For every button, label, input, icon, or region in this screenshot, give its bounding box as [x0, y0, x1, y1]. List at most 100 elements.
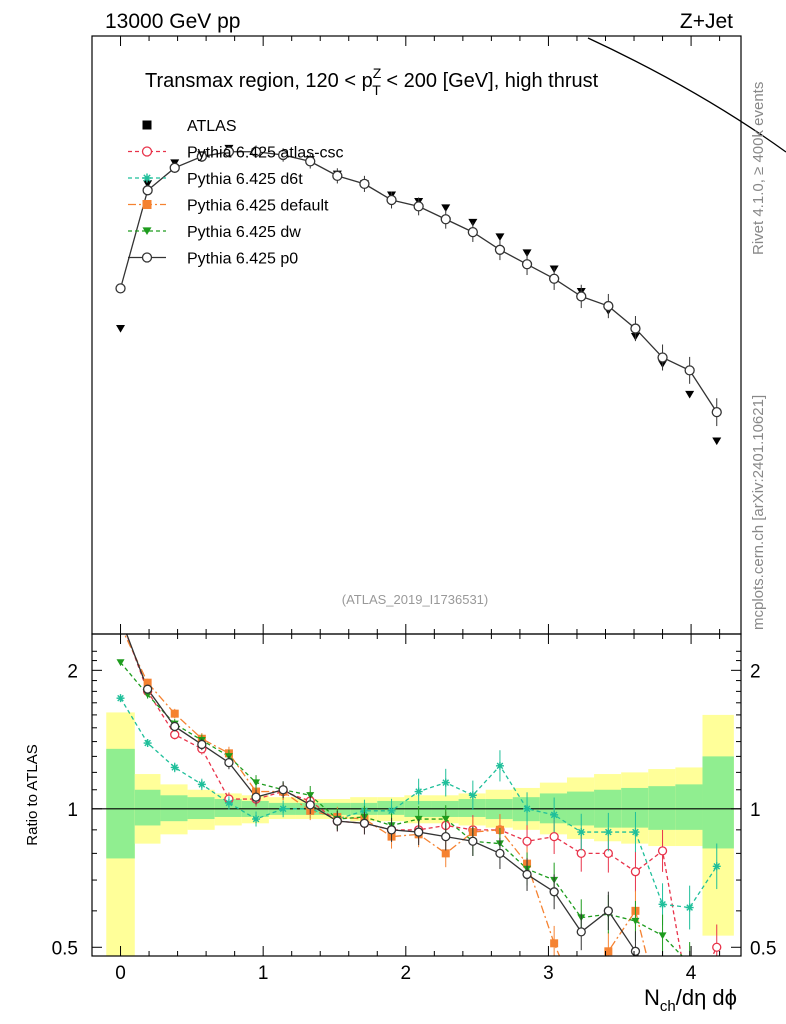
legend-marker-pythia-6-425-d6t [142, 173, 152, 183]
pythia-6-425-p0-line [119, 151, 718, 413]
pythia-6-425-atlas-csc-ratio-point [630, 867, 641, 877]
pythia-6-425-p0-ratio-point [522, 869, 532, 880]
pythia-6-425-d6t-ratio-point [577, 828, 586, 837]
pythia-6-425-d6t-ratio-point [224, 798, 233, 807]
pythia-6-425-p0-point [223, 146, 235, 157]
pythia-6-425-p0-point [630, 323, 641, 334]
pythia-6-425-dw-ratio-point [252, 779, 261, 787]
pythia-6-425-p0-ratio-point [278, 785, 288, 795]
pythia-6-425-default-ratio-point [441, 849, 450, 858]
pythia-6-425-d6t-ratio-point [252, 815, 261, 824]
legend-marker-pythia-6-425-atlas-csc [141, 146, 153, 157]
pythia-6-425-p0-ratio-point [441, 831, 451, 842]
pythia-6-425-p0-ratio-point [549, 887, 559, 897]
pythia-6-425-p0-ratio-point [332, 816, 342, 826]
pythia-6-425-p0-point [142, 185, 153, 196]
ratio-plot-ticks: 0 1 2 3 4 0.5 0.5 1 1 2 2 [52, 634, 776, 984]
x-tick-label: 3 [543, 963, 554, 984]
legend-marker-atlas [142, 120, 152, 130]
pythia-6-425-atlas-csc-ratio-point [117, 614, 125, 622]
pythia-6-425-p0-point [250, 146, 262, 157]
pythia-6-425-p0-ratio-point [197, 739, 207, 750]
pythia-6-425-d6t-ratio-point [712, 862, 721, 871]
pythia-6-425-atlas-csc-ratio-point [657, 846, 668, 856]
inner-band [214, 799, 242, 817]
inner-band [377, 800, 405, 815]
ratio-plot-panel: 0 1 2 3 4 0.5 0.5 1 1 2 2 Ratio to ATLAS Nch/dη dϕ [24, 614, 776, 1015]
pythia-6-425-d6t-ratio-point [279, 804, 288, 813]
inner-band [675, 784, 703, 830]
y-tick-label-left: 2 [67, 661, 78, 682]
pythia-6-425-p0-ratio-point [413, 827, 424, 837]
pythia-6-425-p0-ratio-point [576, 927, 586, 937]
legend-label-pythia-6-425-atlas-csc: Pythia 6.425 atlas-csc [187, 145, 344, 162]
y-tick-label-right: 1 [750, 800, 761, 821]
pythia-6-425-p0-point [576, 291, 587, 302]
pythia-6-425-d6t-ratio-point [495, 761, 504, 770]
legend-marker-pythia-6-425-p0 [141, 252, 153, 263]
main-plot-curves [119, 151, 718, 413]
pythia-6-425-atlas-csc-ratio-point [576, 848, 586, 859]
process-label: Z+Jet [680, 10, 733, 33]
pythia-6-425-d6t-ratio-point [143, 739, 152, 748]
pythia-6-425-p0-point [440, 214, 451, 225]
inner-band [187, 797, 215, 820]
y-tick-label-left: 1 [67, 800, 78, 821]
mcplots-label: mcplots.cern.ch [arXiv:2401.10621] [750, 394, 767, 630]
pythia-6-425-p0-ratio-point [630, 946, 641, 956]
pythia-6-425-dw-ratio-point [631, 917, 640, 925]
atlas-point [712, 437, 722, 446]
pythia-6-425-dw-ratio-point [658, 932, 667, 940]
pythia-6-425-p0-point [494, 244, 506, 255]
pythia-6-425-p0-point [548, 273, 560, 284]
pythia-6-425-d6t-ratio-point [631, 828, 640, 837]
y-tick-label-right: 2 [750, 661, 761, 682]
legend-marker-pythia-6-425-default [142, 200, 152, 209]
pythia-6-425-default-ratio-point [170, 709, 179, 718]
pythia-6-425-p0-ratio-point [170, 721, 180, 732]
legend-label-atlas: ATLAS [187, 118, 237, 135]
pythia-6-425-default-ratio-point [577, 1003, 585, 1011]
pythia-6-425-p0-point [196, 151, 207, 162]
atlas-point [441, 204, 451, 213]
legend-label-pythia-6-425-default: Pythia 6.425 default [187, 198, 329, 215]
pythia-6-425-d6t-ratio-point [414, 787, 423, 796]
plot-title: Transmax region, 120 < pZ T < 200 [GeV], … [145, 65, 599, 98]
legend: ATLAS Pythia 6.425 atlas-csc Pythia 6.425 … [128, 118, 344, 268]
pythia-6-425-default-ratio-line [123, 634, 648, 956]
pythia-6-425-d6t-ratio-point [523, 804, 532, 813]
pythia-6-425-p0-point [386, 194, 397, 206]
pythia-6-425-p0-point [684, 365, 695, 376]
pythia-6-425-p0-point [332, 170, 343, 182]
x-tick-label: 1 [258, 963, 269, 984]
y-tick-label-right: 0.5 [750, 938, 776, 959]
inner-band [621, 787, 649, 828]
atlas-point [522, 249, 532, 258]
pythia-6-425-p0-point [169, 162, 180, 173]
pythia-6-425-p0-ratio-point [468, 836, 478, 846]
inner-band [106, 748, 135, 859]
pythia-6-425-p0-point [711, 407, 722, 418]
pythia-6-425-p0-ratio-point [603, 906, 613, 916]
pythia-6-425-p0-point [657, 352, 668, 363]
pythia-6-425-default-ratio-point [550, 939, 559, 948]
main-plot-ticks [91, 36, 721, 634]
main-plot-panel: Transmax region, 120 < pZ T < 200 [GeV], … [91, 35, 786, 635]
legend-label-pythia-6-425-dw: Pythia 6.425 dw [187, 224, 301, 241]
pythia-6-425-d6t-ratio-point [441, 778, 450, 787]
ratio-y-axis-label: Ratio to ATLAS [24, 744, 41, 845]
pythia-6-425-dw-ratio-point [441, 815, 450, 823]
atlas-point [143, 180, 153, 188]
pythia-6-425-dw-ratio-point [116, 659, 125, 667]
pythia-6-425-d6t-ratio-point [170, 763, 179, 772]
pythia-6-425-p0-ratio-point [142, 684, 153, 694]
pythia-6-425-dw-ratio-point [306, 792, 315, 799]
x-tick-label: 4 [686, 963, 697, 984]
pythia-6-425-d6t-ratio-point [550, 810, 559, 819]
x-axis-label: Nch/dη dϕ [644, 985, 737, 1015]
inner-band [702, 756, 734, 849]
ratio-markers [116, 614, 722, 1011]
pythia-6-425-p0-point [467, 226, 478, 238]
inner-band [458, 799, 486, 817]
pythia-6-425-d6t-ratio-point [658, 900, 667, 909]
